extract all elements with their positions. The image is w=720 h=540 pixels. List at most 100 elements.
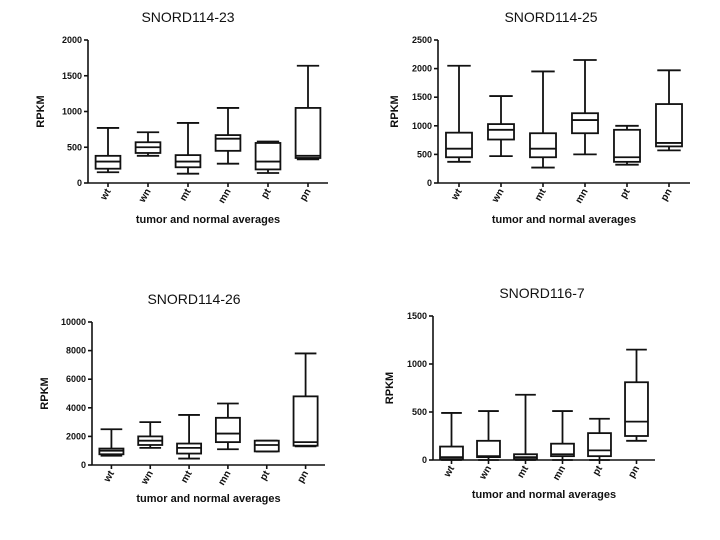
x-tick-label: mn: [217, 187, 234, 205]
x-tick-label: wt: [101, 468, 117, 485]
y-tick-label: 1500: [407, 311, 427, 321]
iqr-box: [445, 131, 473, 159]
chart-title: SNORD116-7: [499, 285, 585, 301]
x-tick-label: wt: [98, 186, 114, 203]
y-tick-label: 0: [422, 455, 427, 465]
iqr-box: [529, 132, 557, 159]
box-pn: [294, 64, 322, 161]
x-tick-label: pn: [626, 464, 642, 480]
chart-title: SNORD114-26: [147, 291, 240, 307]
iqr-box: [550, 442, 575, 458]
y-axis-label: RPKM: [39, 377, 51, 409]
y-tick-label: 2000: [66, 431, 86, 441]
iqr-box: [294, 107, 322, 159]
iqr-box: [655, 103, 683, 148]
y-tick-label: 1000: [407, 359, 427, 369]
box-mt: [529, 70, 557, 169]
x-tick-label: pn: [298, 187, 314, 203]
x-tick-label: pt: [591, 463, 606, 477]
box-pt: [613, 124, 641, 166]
box-wn: [476, 410, 501, 461]
chart-title: SNORD114-25: [504, 9, 597, 25]
box-wt: [98, 428, 125, 457]
y-tick-label: 4000: [66, 403, 86, 413]
box-wn: [137, 421, 164, 449]
box-wt: [445, 64, 473, 163]
x-tick-label: mn: [551, 464, 568, 482]
x-tick-label: wn: [490, 187, 507, 205]
x-tick-label: wn: [139, 469, 156, 487]
box-mt: [176, 414, 203, 460]
chart-title: SNORD114-23: [141, 9, 234, 25]
box-pn: [292, 352, 319, 448]
x-tick-label: pn: [296, 469, 312, 485]
x-tick-label: mt: [179, 468, 195, 485]
x-axis-label: tumor and normal averages: [492, 214, 636, 226]
x-axis-label: tumor and normal averages: [136, 214, 280, 226]
box-mn: [550, 410, 575, 461]
box-mn: [214, 107, 242, 165]
x-tick-label: mn: [216, 469, 233, 487]
box-pt: [253, 439, 280, 453]
box-wn: [487, 95, 515, 158]
x-tick-label: wn: [137, 187, 154, 205]
y-axis-label: RPKM: [35, 95, 47, 127]
iqr-box: [587, 432, 612, 458]
chart-panel-0: SNORD114-23 0 500 1000 1500 2000 RPKM wt wn mt mn p…: [35, 9, 328, 226]
y-tick-label: 500: [67, 142, 82, 152]
box-pn: [624, 348, 649, 442]
iqr-box: [439, 445, 464, 460]
x-tick-label: pt: [259, 186, 274, 200]
x-tick-label: mn: [574, 187, 591, 205]
y-tick-label: 500: [412, 407, 427, 417]
y-tick-label: 2500: [412, 35, 432, 45]
y-tick-label: 0: [427, 178, 432, 188]
iqr-box: [292, 395, 319, 447]
y-tick-label: 1500: [412, 92, 432, 102]
iqr-box: [253, 439, 280, 453]
box-wt: [94, 127, 122, 174]
x-tick-label: wn: [477, 464, 494, 482]
box-wn: [134, 131, 162, 157]
x-tick-label: pt: [258, 468, 273, 482]
iqr-box: [487, 123, 515, 141]
y-tick-label: 1500: [62, 71, 82, 81]
y-tick-label: 2000: [62, 35, 82, 45]
chart-panel-3: SNORD116-7 0 500 1000 1500 RPKM wt wn mt mn pt pntu…: [384, 285, 655, 501]
box-wt: [439, 412, 464, 461]
y-axis-label: RPKM: [389, 95, 401, 127]
x-tick-label: mt: [533, 186, 549, 203]
iqr-box: [624, 381, 649, 437]
x-axis-label: tumor and normal averages: [136, 493, 280, 505]
y-tick-label: 2000: [412, 64, 432, 74]
box-mt: [513, 393, 538, 461]
y-tick-label: 1000: [62, 107, 82, 117]
x-tick-label: mt: [515, 463, 531, 480]
y-tick-label: 1000: [412, 121, 432, 131]
y-tick-label: 500: [417, 149, 432, 159]
iqr-box: [571, 112, 599, 135]
y-tick-label: 0: [77, 178, 82, 188]
iqr-box: [214, 416, 241, 444]
y-tick-label: 8000: [66, 346, 86, 356]
y-tick-label: 0: [81, 460, 86, 470]
box-mt: [174, 122, 202, 175]
iqr-box: [476, 439, 501, 459]
box-pt: [587, 417, 612, 461]
x-tick-label: pn: [659, 187, 675, 203]
x-tick-label: pt: [618, 186, 633, 200]
box-pt: [254, 140, 282, 174]
y-tick-label: 6000: [66, 374, 86, 384]
box-pn: [655, 69, 683, 152]
x-axis-label: tumor and normal averages: [472, 489, 616, 501]
x-tick-label: mt: [178, 186, 194, 203]
chart-panel-2: SNORD114-26 0 2000 4000 6000 8000 10000 RPKM wt w…: [39, 291, 325, 505]
chart-panel-1: SNORD114-25 0 500 1000 1500 2000 2500 RPKM wt wn m…: [389, 9, 690, 226]
box-mn: [571, 59, 599, 156]
x-tick-label: wt: [449, 186, 465, 203]
iqr-box: [254, 142, 282, 171]
y-tick-label: 10000: [61, 317, 86, 327]
box-mn: [214, 402, 241, 451]
y-axis-label: RPKM: [384, 372, 396, 404]
